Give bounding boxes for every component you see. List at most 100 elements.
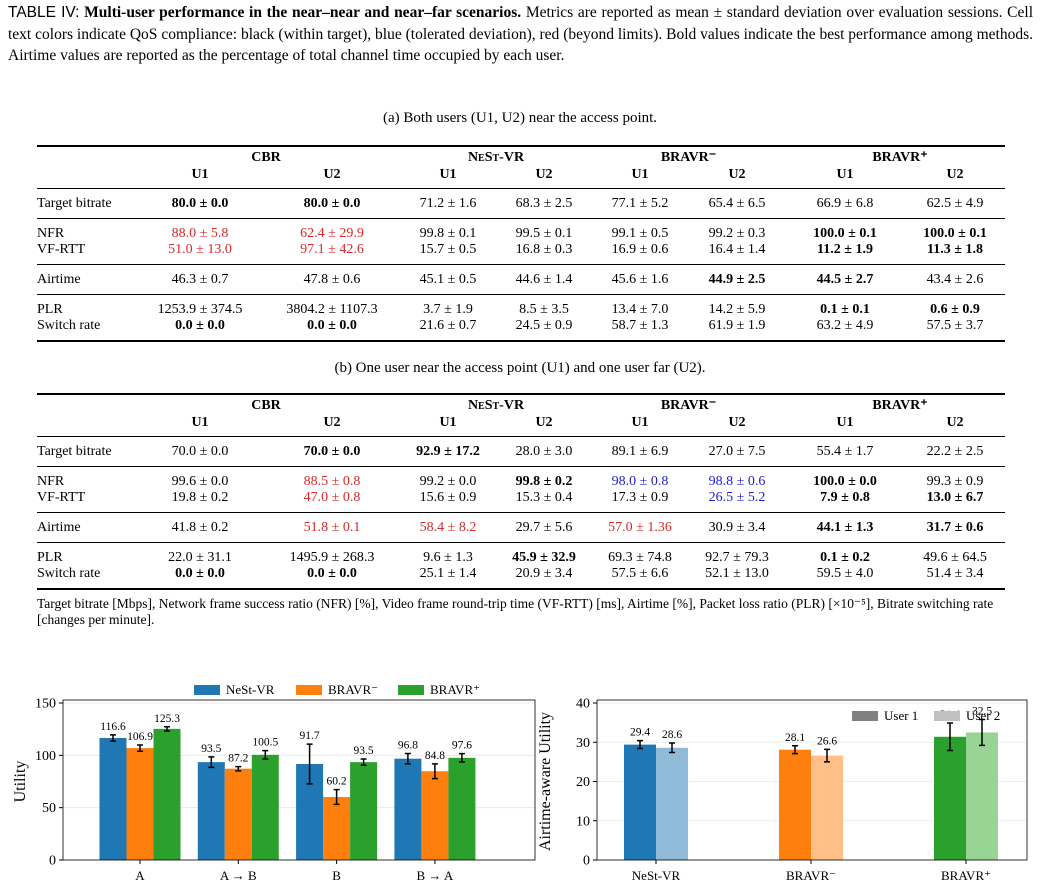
rule <box>37 188 1005 189</box>
error-bar <box>669 742 675 754</box>
x-tick-label: B → A <box>416 868 453 883</box>
y-tick-label: 40 <box>576 697 590 712</box>
bar <box>624 744 656 860</box>
table-cell: 57.5 ± 6.6 <box>611 566 669 581</box>
y-tick-label: 20 <box>576 775 590 790</box>
table-cell: 55.4 ± 1.7 <box>816 444 874 459</box>
value-label: 91.7 <box>300 730 320 742</box>
table-cell: 13.0 ± 6.7 <box>926 490 984 505</box>
bar <box>934 736 966 860</box>
bar <box>448 757 476 860</box>
legend-label: User 2 <box>966 708 1000 723</box>
table-cell: 99.2 ± 0.0 <box>419 474 477 489</box>
legend-label: User 1 <box>884 708 918 723</box>
user-header: U2 <box>728 167 746 182</box>
method-header: BRAVR⁺ <box>872 150 928 165</box>
table-cell: 88.5 ± 0.8 <box>303 474 361 489</box>
table-cell: 16.4 ± 1.4 <box>708 242 766 257</box>
table-cell: 21.6 ± 0.7 <box>419 318 477 333</box>
table-cell: 30.9 ± 3.4 <box>708 520 766 535</box>
legend-swatch <box>398 685 424 695</box>
table-cell: 88.0 ± 5.8 <box>171 226 229 241</box>
subcaption: (b) One user near the access point (U1) … <box>334 360 706 376</box>
user-header: U2 <box>946 167 964 182</box>
table-cell: 3804.2 ± 1107.3 <box>286 302 378 317</box>
row-label: NFR <box>37 474 65 489</box>
table-cell: 22.0 ± 31.1 <box>168 550 232 565</box>
table-cell: 99.3 ± 0.9 <box>926 474 984 489</box>
footnote: Target bitrate [Mbps], Network frame suc… <box>37 596 994 627</box>
x-tick-label: B <box>332 868 341 883</box>
error-bar <box>208 756 215 769</box>
legend-swatch <box>852 711 878 721</box>
table-cell: 44.5 ± 2.7 <box>816 272 874 287</box>
error-bar <box>637 739 643 750</box>
rule <box>37 466 1005 467</box>
table-cell: 98.8 ± 0.6 <box>708 474 766 489</box>
value-label: 116.6 <box>100 721 126 733</box>
user-header: U1 <box>836 167 854 182</box>
table-cell: 100.0 ± 0.1 <box>923 226 987 241</box>
rule <box>37 393 1005 395</box>
table-cell: 100.0 ± 0.1 <box>813 226 877 241</box>
bar <box>811 755 843 860</box>
legend-swatch <box>296 685 322 695</box>
error-bar <box>792 745 798 755</box>
value-label: 60.2 <box>327 776 347 788</box>
table-cell: 0.0 ± 0.0 <box>175 318 225 333</box>
table-cell: 70.0 ± 0.0 <box>303 444 361 459</box>
y-tick-label: 0 <box>49 854 56 869</box>
table-cell: 92.7 ± 79.3 <box>705 550 769 565</box>
rule <box>37 294 1005 295</box>
user-header: U2 <box>728 415 746 430</box>
rule <box>37 436 1005 437</box>
user-header: U2 <box>535 167 553 182</box>
table-cell: 11.2 ± 1.9 <box>817 242 873 257</box>
table-cell: 99.5 ± 0.1 <box>515 226 573 241</box>
table-cell: 9.6 ± 1.3 <box>423 550 473 565</box>
bar <box>126 748 154 860</box>
table-cell: 99.1 ± 0.5 <box>611 226 669 241</box>
error-bar <box>824 748 830 763</box>
y-tick-label: 50 <box>42 801 56 816</box>
table-cell: 28.0 ± 3.0 <box>515 444 573 459</box>
table-cell: 17.3 ± 0.9 <box>611 490 669 505</box>
bar <box>394 758 422 860</box>
table-cell: 58.4 ± 8.2 <box>419 520 477 535</box>
value-label: 106.9 <box>127 731 153 743</box>
table-cell: 89.1 ± 6.9 <box>611 444 669 459</box>
row-label: VF-RTT <box>37 490 86 505</box>
caption-label: TABLE IV: <box>8 4 80 21</box>
row-label: VF-RTT <box>37 242 86 257</box>
table-cell: 59.5 ± 4.0 <box>816 566 874 581</box>
rule <box>37 145 1005 147</box>
table-cell: 15.7 ± 0.5 <box>419 242 477 257</box>
legend-label: BRAVR⁻ <box>328 682 378 697</box>
bar <box>323 796 351 860</box>
bar <box>224 768 252 860</box>
y-tick-label: 150 <box>35 697 56 712</box>
rule <box>37 218 1005 219</box>
table-cell: 15.6 ± 0.9 <box>419 490 477 505</box>
table-cell: 8.5 ± 3.5 <box>519 302 569 317</box>
bar <box>153 728 181 860</box>
x-tick-label: BRAVR⁺ <box>941 868 991 883</box>
rule <box>37 264 1005 265</box>
row-label: NFR <box>37 226 65 241</box>
table-cell: 99.8 ± 0.1 <box>419 226 477 241</box>
table-cell: 27.0 ± 7.5 <box>708 444 766 459</box>
y-tick-label: 0 <box>583 854 590 869</box>
value-label: 29.4 <box>630 727 650 739</box>
value-label: 93.5 <box>201 743 221 755</box>
table-cell: 68.3 ± 2.5 <box>515 196 573 211</box>
user-header: U2 <box>535 415 553 430</box>
table-cell: 3.7 ± 1.9 <box>423 302 473 317</box>
method-header: BRAVR⁻ <box>660 150 717 165</box>
table-cell: 100.0 ± 0.0 <box>813 474 877 489</box>
table-cell: 62.5 ± 4.9 <box>926 196 984 211</box>
table-cell: 97.1 ± 42.6 <box>300 242 364 257</box>
legend-label: BRAVR⁺ <box>430 682 480 697</box>
bar <box>251 754 279 860</box>
error-bar <box>360 758 367 767</box>
